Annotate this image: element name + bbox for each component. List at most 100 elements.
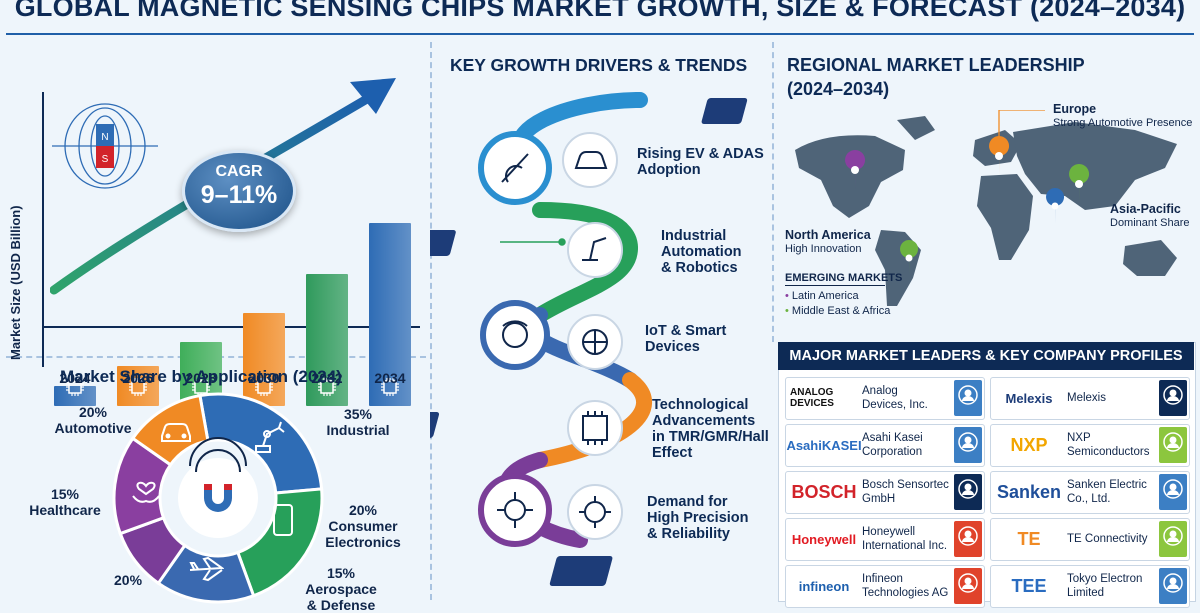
driver-0-line2: Adoption [637, 162, 701, 178]
label-healthcare: 15% Healthcare [20, 486, 110, 518]
industrial-pct: 35% [343, 406, 373, 422]
growth-bar-2032 [306, 274, 348, 406]
aerospace-name-2: & Defense [306, 597, 376, 613]
company-logo: Melexis [1005, 390, 1053, 406]
company-name-line1: Infineon [862, 573, 903, 585]
company-name-line2: Technologies AG [862, 587, 949, 599]
profile-avatar-icon[interactable] [1159, 521, 1187, 557]
driver-precision: Demand for High Precision & Reliability [647, 494, 749, 542]
x-axis-line [42, 326, 420, 328]
driver-industrial: Industrial Automation & Robotics [661, 228, 742, 276]
donut-industrial [198, 392, 324, 495]
driver-3-line2: Advancements [652, 413, 756, 429]
year-label-2032: 2032 [311, 370, 343, 386]
chip-icon [318, 378, 336, 396]
cagr-label: CAGR [215, 163, 263, 180]
region-apac: Asia-Pacific Dominant Share [1110, 202, 1190, 230]
label-aerospace: 15% Aerospace & Defense [296, 565, 386, 613]
company-logo: ANALOG DEVICES [790, 387, 834, 409]
year-label-2030: 2030 [248, 370, 280, 386]
company-name-line1: Honeywell [862, 526, 916, 538]
driver-4-line2: High Precision [647, 510, 749, 526]
automotive-name: Automotive [54, 420, 132, 436]
company-name-line1: Tokyo Electron [1067, 573, 1143, 585]
driver-0-line1: Rising EV & ADAS [637, 146, 764, 162]
company-card[interactable]: TE TE Connectivity [990, 518, 1190, 561]
apac-name: Asia-Pacific [1110, 202, 1181, 216]
growth-bar-2030 [243, 313, 285, 406]
company-card[interactable]: Sanken Sanken Electric Co., Ltd. [990, 471, 1190, 514]
chip-icon [129, 378, 147, 396]
company-logo: TE [1017, 528, 1041, 549]
label-consumer: 20% Consumer Electronics [318, 502, 408, 550]
y-axis-label: Market Size (USD Billion) [8, 205, 23, 360]
driver-3-line4: Effect [652, 445, 693, 461]
company-name-line2: Corporation [862, 446, 923, 458]
driver-iot: IoT & Smart Devices [645, 323, 726, 355]
year-label-2028: 2028 [185, 370, 217, 386]
europe-sub: Strong Automotive Presence [1053, 117, 1193, 129]
company-name-line1: NXP [1067, 432, 1091, 444]
company-name-line2: GmbH [862, 493, 896, 505]
company-name-line1: TE Connectivity [1067, 533, 1148, 545]
healthcare-pct: 15% [50, 486, 80, 502]
profile-avatar-icon[interactable] [1159, 380, 1187, 416]
profile-avatar-icon[interactable] [954, 380, 982, 416]
emerging-item-mea: • Middle East & Africa [785, 305, 891, 317]
industrial-name: Industrial [326, 422, 390, 438]
year-label-2024: 2024 [59, 370, 91, 386]
company-card[interactable]: Melexis Melexis [990, 377, 1190, 420]
divider-right [772, 42, 774, 342]
company-name: Sanken Electric Co., Ltd. [1067, 478, 1159, 506]
company-card[interactable]: AsahiKASEI Asahi Kasei Corporation [785, 424, 985, 467]
company-logo: AsahiKASEI [786, 437, 862, 453]
donut-consumer [235, 487, 324, 598]
company-card[interactable]: infineon Infineon Technologies AG [785, 565, 985, 608]
company-card[interactable]: BOSCH Bosch Sensortec GmbH [785, 471, 985, 514]
company-name-line1: Melexis [1067, 392, 1106, 404]
share-donut [112, 392, 324, 604]
europe-name: Europe [1053, 102, 1097, 116]
emerging-mea: Middle East & Africa [791, 305, 891, 317]
region-europe: Europe Strong Automotive Presence [1053, 102, 1192, 130]
profile-avatar-icon[interactable] [1159, 568, 1187, 604]
consumer-name-2: Electronics [325, 534, 401, 550]
company-card[interactable]: NXP NXP Semiconductors [990, 424, 1190, 467]
driver-2-line1: IoT & Smart [645, 323, 727, 339]
profile-avatar-icon[interactable] [1159, 427, 1187, 463]
driver-2-line2: Devices [645, 339, 700, 355]
profile-avatar-icon[interactable] [954, 521, 982, 557]
apac-sub: Dominant Share [1110, 217, 1190, 229]
magnet-field-icon: N S [52, 103, 158, 189]
company-name: NXP Semiconductors [1067, 431, 1159, 459]
svg-text:N: N [101, 132, 108, 143]
company-card[interactable]: Honeywell Honeywell International Inc. [785, 518, 985, 561]
robot-arm-icon [255, 421, 285, 453]
profile-avatar-icon[interactable] [954, 474, 982, 510]
emerging-latam: Latin America [791, 290, 859, 302]
company-logo: TEE [1011, 575, 1047, 596]
profile-avatar-icon[interactable] [954, 568, 982, 604]
healthcare-hands-icon [132, 481, 160, 503]
label-bottom-pct: 20% [114, 572, 143, 588]
car-icon [161, 423, 191, 442]
driver-4-line3: & Reliability [647, 526, 730, 542]
company-card[interactable]: ANALOG DEVICES Analog Devices, Inc. [785, 377, 985, 420]
aerospace-pct: 15% [326, 565, 356, 581]
profile-avatar-icon[interactable] [954, 427, 982, 463]
airplane-icon [189, 556, 224, 582]
company-name-line1: Bosch Sensortec [862, 479, 949, 491]
chip-icon [255, 378, 273, 396]
na-sub: High Innovation [785, 243, 862, 255]
svg-text:S: S [102, 154, 109, 165]
driver-tech: Technological Advancements in TMR/GMR/Ha… [652, 397, 769, 461]
profile-avatar-icon[interactable] [1159, 474, 1187, 510]
healthcare-name: Healthcare [29, 502, 101, 518]
driver-1-line3: & Robotics [661, 260, 738, 276]
cagr-badge: CAGR 9–11% [182, 150, 296, 232]
driver-3-line3: in TMR/GMR/Hall [652, 429, 769, 445]
company-card[interactable]: TEE Tokyo Electron Limited [990, 565, 1190, 608]
emerging-item-latam: • Latin America [785, 290, 859, 302]
company-name: Infineon Technologies AG [862, 572, 954, 600]
drivers-title: KEY GROWTH DRIVERS & TRENDS [450, 55, 748, 75]
